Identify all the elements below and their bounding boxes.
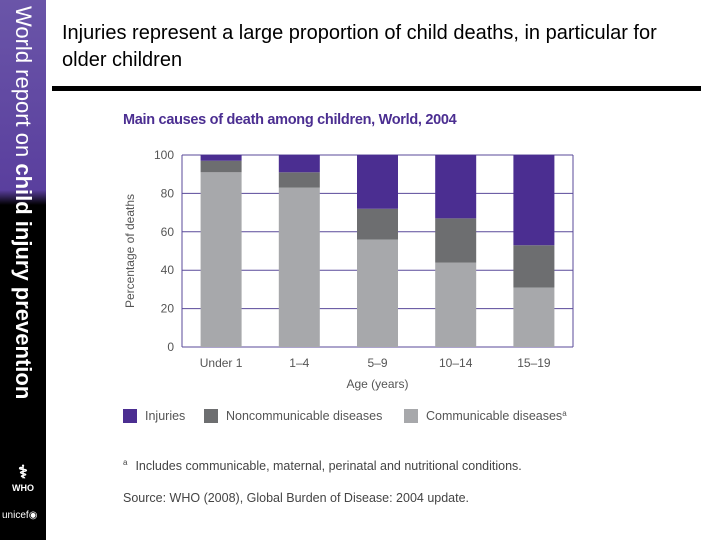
- bar-segment: [357, 208, 398, 240]
- chart-title: Main causes of death among children, Wor…: [123, 112, 457, 128]
- unicef-logo: unicef◉: [2, 510, 37, 521]
- slide-title: Injuries represent a large proportion of…: [62, 22, 657, 71]
- legend-item-communicable: Communicable diseases a: [404, 409, 567, 423]
- title-rule: [52, 86, 701, 91]
- bar-segment: [357, 239, 398, 347]
- bar-segment: [200, 155, 242, 161]
- report-title-vertical: World report on child injury prevention: [8, 6, 38, 399]
- bar-segment: [435, 218, 477, 263]
- bar-segment: [278, 155, 320, 173]
- bar-segment: [513, 245, 555, 288]
- y-tick-label: 60: [161, 225, 175, 239]
- legend-label: Injuries: [145, 409, 186, 423]
- unicef-emblem-icon: ◉: [28, 510, 38, 521]
- footnote-text: Includes communicable, maternal, perinat…: [135, 459, 522, 474]
- who-label: WHO: [12, 483, 34, 493]
- report-title-bold: child injury prevention: [11, 163, 36, 400]
- x-tick-label: Under 1: [200, 356, 243, 370]
- bar-segment: [278, 187, 320, 347]
- bar-segment: [435, 262, 477, 347]
- chart-source: Source: WHO (2008), Global Burden of Dis…: [123, 491, 470, 505]
- chart-footnote: a Includes communicable, maternal, perina…: [123, 458, 522, 473]
- legend-swatch: [204, 409, 218, 423]
- y-axis-label: Percentage of deaths: [123, 194, 137, 308]
- x-tick-label: 1–4: [289, 356, 309, 370]
- x-tick-label: 10–14: [439, 356, 473, 370]
- y-tick-label: 40: [161, 263, 175, 277]
- bar-segment: [278, 172, 320, 188]
- legend-label: Communicable diseases: [426, 409, 563, 423]
- bar-segment: [200, 160, 242, 173]
- who-emblem-icon: ⚕: [18, 462, 28, 482]
- bar-segment: [435, 155, 477, 219]
- unicef-label: unicef: [2, 510, 29, 521]
- bar-segment: [513, 155, 555, 246]
- bar-segment: [200, 172, 242, 347]
- report-title-light: World report on: [11, 6, 36, 164]
- who-logo: ⚕ WHO: [6, 462, 40, 493]
- footnote-marker: a: [123, 458, 128, 467]
- y-tick-label: 0: [167, 340, 174, 354]
- y-tick-label: 80: [161, 186, 175, 200]
- x-tick-label: 5–9: [367, 356, 387, 370]
- legend-swatch: [123, 409, 137, 423]
- legend-label: Noncommunicable diseases: [226, 409, 383, 423]
- y-tick-label: 100: [154, 148, 174, 162]
- legend-swatch: [404, 409, 418, 423]
- legend-footnote-marker: a: [562, 409, 567, 418]
- legend-item-injuries: Injuries: [123, 409, 185, 423]
- sidebar-banner: World report on child injury prevention …: [0, 0, 46, 540]
- y-tick-label: 20: [161, 302, 175, 316]
- x-tick-label: 15–19: [517, 356, 551, 370]
- bar-segment: [357, 155, 398, 209]
- legend-item-noncommunicable: Noncommunicable diseases: [204, 409, 382, 423]
- bar-segment: [513, 287, 555, 347]
- x-axis-label: Age (years): [346, 377, 408, 391]
